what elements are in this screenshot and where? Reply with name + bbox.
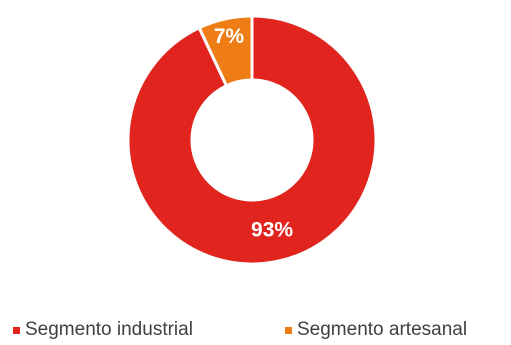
donut-slice-1: [197, 14, 254, 88]
legend-item-artesanal: Segmento artesanal: [285, 319, 467, 341]
slice-data-label-1: 7%: [214, 25, 245, 48]
chart-legend: Segmento industrial Segmento artesanal: [0, 319, 511, 343]
legend-swatch-industrial: [13, 326, 20, 334]
legend-label-artesanal: Segmento artesanal: [297, 319, 468, 340]
donut-slice-0: [126, 14, 378, 266]
legend-label-industrial: Segmento industrial: [25, 319, 193, 340]
slice-data-label-0: 93%: [251, 218, 293, 241]
legend-item-industrial: Segmento industrial: [13, 319, 193, 341]
legend-swatch-artesanal: [285, 326, 292, 334]
